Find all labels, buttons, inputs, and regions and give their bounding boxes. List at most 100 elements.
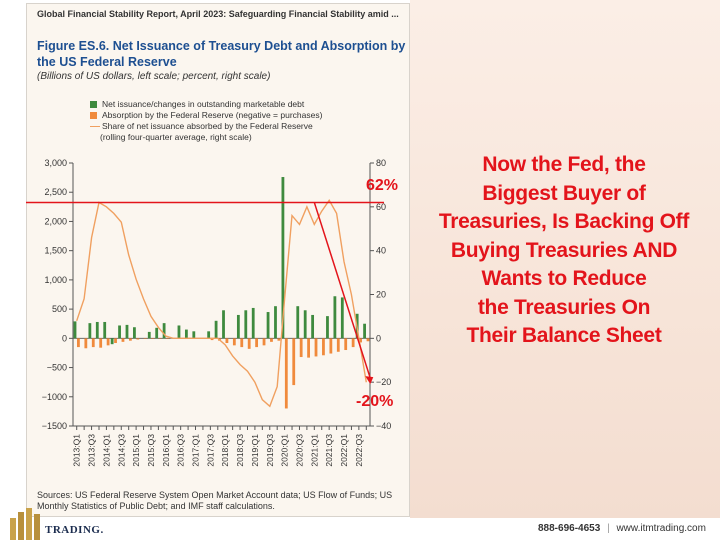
x-tick-label: 2017:Q3 [205, 434, 215, 467]
bar-absorption [322, 338, 325, 356]
x-tick-label: 2017:Q1 [191, 434, 201, 467]
bar-net-issuance [281, 177, 285, 339]
share-line [76, 198, 367, 408]
bar-net-issuance [303, 310, 307, 339]
bar-absorption [292, 338, 296, 386]
x-tick-label: 2015:Q3 [146, 434, 156, 467]
chart-plot: 3,000 2,500 2,000 1,500 1,000 500 0 −500 −1000 −1… [26, 158, 391, 467]
contact-phone[interactable]: 888-696-4653 [538, 523, 601, 534]
y-left-tick-label: 2,000 [44, 216, 67, 226]
headline-line: Buying Treasuries AND [450, 238, 678, 262]
bar-net-issuance [192, 331, 196, 339]
y-right-tick-label: 0 [376, 333, 381, 343]
bar-net-issuance [340, 297, 344, 339]
headline-line: Now the Fed, the [482, 153, 646, 176]
legend-item-absorption: Absorption by the Federal Reserve (negat… [90, 110, 322, 121]
sources-note: Sources: US Federal Reserve System Open … [37, 490, 393, 511]
bar-absorption [99, 338, 103, 348]
bar-net-issuance [214, 320, 218, 339]
bar-net-issuance [311, 314, 315, 339]
x-tick-label: 2014:Q3 [116, 434, 126, 467]
x-tick-label: 2016:Q1 [161, 434, 171, 467]
x-tick-label: 2020:Q1 [280, 434, 290, 467]
bar-absorption [270, 338, 273, 342]
bar-absorption [166, 338, 169, 339]
x-tick-label: 2021:Q1 [309, 434, 319, 467]
peak-annotation: 62% [366, 177, 399, 194]
bar-net-issuance [125, 324, 129, 339]
figure-title: Figure ES.6. Net Issuance of Treasury De… [37, 39, 406, 69]
bar-net-issuance [95, 321, 99, 339]
chart-card [26, 3, 410, 517]
y-right-tick-label: −40 [376, 421, 391, 431]
bar-absorption [210, 338, 214, 341]
bar-absorption [232, 338, 236, 346]
y-left-tick-label: 1,500 [44, 246, 67, 256]
bar-net-issuance [133, 327, 136, 339]
bar-absorption [106, 338, 110, 346]
legend-item-share-note: (rolling four-quarter average, right sca… [90, 132, 322, 143]
bar-net-issuance [236, 314, 240, 339]
bar-net-issuance [363, 323, 366, 339]
bar-net-issuance [274, 306, 277, 339]
legend-swatch-green [90, 101, 97, 108]
bar-net-issuance [251, 307, 255, 339]
headline-text: Now the Fed, the Biggest Buyer of Treasu… [411, 151, 717, 351]
headline-line: the Treasuries On [477, 295, 651, 319]
bar-net-issuance [155, 327, 159, 339]
y-left-tick-label: −500 [47, 363, 67, 373]
bar-absorption [114, 338, 117, 344]
legend-swatch-orange [90, 112, 97, 119]
y-left-tick-label: 3,000 [44, 158, 67, 168]
brand-name: TRADING. [45, 524, 104, 536]
bar-net-issuance [244, 310, 248, 339]
bar-absorption [136, 338, 140, 340]
decline-arrow-head [365, 376, 374, 385]
y-right-tick-label: 80 [376, 158, 386, 168]
bar-absorption [284, 338, 288, 409]
headline-line: Wants to Reduce [481, 267, 647, 290]
y-left-tick-label: 0 [62, 333, 67, 343]
bar-absorption [277, 338, 281, 341]
legend-item-share: Share of net issuance absorbed by the Fe… [90, 121, 322, 132]
bar-net-issuance [88, 323, 92, 339]
footer-bar [0, 518, 720, 540]
bar-absorption [247, 338, 251, 349]
y-right-tick-label: 20 [376, 290, 386, 300]
bar-net-issuance [177, 325, 181, 339]
x-tick-label: 2013:Q1 [72, 434, 82, 467]
y-left-tick-label: 1,000 [44, 275, 67, 285]
x-tick-label: 2016:Q3 [176, 434, 186, 467]
bar-net-issuance [118, 325, 121, 339]
bar-absorption [351, 338, 355, 348]
figure-subtitle: (Billions of US dollars, left scale; per… [37, 71, 271, 82]
bar-absorption [225, 338, 229, 344]
bar-absorption [255, 338, 259, 348]
bar-absorption [262, 338, 266, 346]
bar-absorption [314, 338, 318, 357]
y-right-tick-label: 60 [376, 202, 386, 212]
bar-absorption [366, 338, 370, 342]
bar-net-issuance [207, 331, 211, 339]
bar-absorption [151, 338, 155, 339]
x-tick-label: 2013:Q3 [87, 434, 97, 467]
contact-website[interactable]: www.itmtrading.com [616, 523, 706, 534]
x-tick-label: 2018:Q1 [220, 434, 230, 467]
bar-absorption [121, 338, 125, 342]
report-header: Global Financial Stability Report, April… [37, 9, 399, 19]
legend-label: Share of net issuance absorbed by the Fe… [102, 121, 313, 131]
y-right-tick-label: 40 [376, 246, 386, 256]
bar-net-issuance [326, 316, 329, 339]
bar-absorption [336, 338, 340, 352]
trough-annotation: -20% [356, 393, 394, 410]
bar-net-issuance [184, 329, 188, 339]
bar-net-issuance [147, 331, 151, 339]
bar-net-issuance [162, 323, 166, 339]
bar-net-issuance [103, 321, 107, 339]
x-tick-label: 2021:Q3 [324, 434, 334, 467]
bar-net-issuance [266, 312, 270, 339]
x-tick-label: 2020:Q3 [294, 434, 304, 467]
x-tick-label: 2022:Q1 [339, 434, 349, 467]
legend-line-swatch [90, 126, 100, 127]
bar-absorption [307, 338, 310, 358]
